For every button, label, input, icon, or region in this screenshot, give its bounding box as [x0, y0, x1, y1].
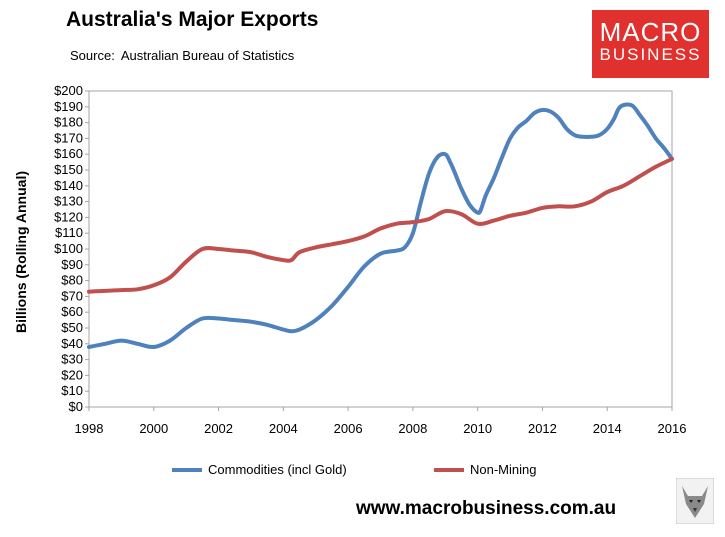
y-tick-label: $110 — [55, 225, 83, 240]
y-tick-label: $70 — [61, 288, 83, 303]
y-tick-label: $190 — [54, 99, 83, 114]
legend-item-commodities: Commodities (incl Gold) — [172, 462, 347, 477]
series-line-non-mining — [87, 156, 674, 294]
source-label: Source: — [70, 48, 115, 63]
y-tick-label: $150 — [54, 162, 83, 177]
chart-series — [87, 102, 674, 350]
y-axis-ticks: $0$10$20$30$40$50$60$70$80$90$100$110$12… — [54, 83, 89, 414]
y-tick-label: $100 — [54, 241, 83, 256]
series-line-commodities — [87, 102, 674, 350]
legend-label-non-mining: Non-Mining — [470, 462, 537, 477]
x-tick-label: 2006 — [334, 421, 363, 436]
x-tick-label: 1998 — [75, 421, 104, 436]
source-line: Source: Australian Bureau of Statistics — [70, 48, 294, 63]
x-tick-label: 2004 — [269, 421, 298, 436]
legend-item-non-mining: Non-Mining — [434, 462, 536, 477]
y-tick-label: $160 — [54, 146, 83, 161]
x-tick-label: 2016 — [658, 421, 687, 436]
y-tick-label: $90 — [61, 257, 83, 272]
y-tick-label: $40 — [61, 336, 83, 351]
website-url: www.macrobusiness.com.au — [356, 498, 617, 519]
x-tick-label: 2008 — [398, 421, 427, 436]
logo-line-1: MACRO — [599, 17, 702, 47]
legend-swatch-commodities — [172, 467, 202, 472]
y-tick-label: $170 — [54, 130, 83, 145]
logo-line-2: BUSINESS — [599, 45, 702, 64]
legend-label-commodities: Commodities (incl Gold) — [208, 462, 347, 477]
x-tick-label: 2014 — [593, 421, 622, 436]
macrobusiness-logo: MACRO BUSINESS — [592, 10, 709, 78]
y-tick-label: $20 — [61, 367, 83, 382]
source-text: Australian Bureau of Statistics — [120, 48, 295, 63]
y-tick-label: $60 — [61, 304, 83, 319]
y-tick-label: $0 — [69, 399, 83, 414]
y-tick-label: $200 — [54, 83, 83, 98]
y-tick-label: $50 — [61, 320, 83, 335]
y-tick-label: $130 — [54, 194, 83, 209]
chart-title: Australia's Major Exports — [66, 8, 319, 31]
y-tick-label: $30 — [61, 352, 83, 367]
x-tick-label: 2000 — [139, 421, 168, 436]
y-tick-label: $120 — [54, 209, 83, 224]
y-axis-label: Billions (Rolling Annual) — [13, 171, 29, 333]
y-tick-label: $180 — [54, 115, 83, 130]
y-tick-label: $10 — [61, 383, 83, 398]
legend-swatch-non-mining — [434, 467, 464, 472]
x-tick-label: 2002 — [204, 421, 233, 436]
y-tick-label: $140 — [54, 178, 83, 193]
x-tick-label: 2012 — [528, 421, 557, 436]
x-axis-ticks: 1998 2000 2002 2004 2006 2008 2010 2012 2014 2016 — [75, 407, 687, 436]
x-tick-label: 2010 — [463, 421, 492, 436]
wolf-logo-icon — [676, 478, 714, 524]
y-tick-label: $80 — [61, 273, 83, 288]
